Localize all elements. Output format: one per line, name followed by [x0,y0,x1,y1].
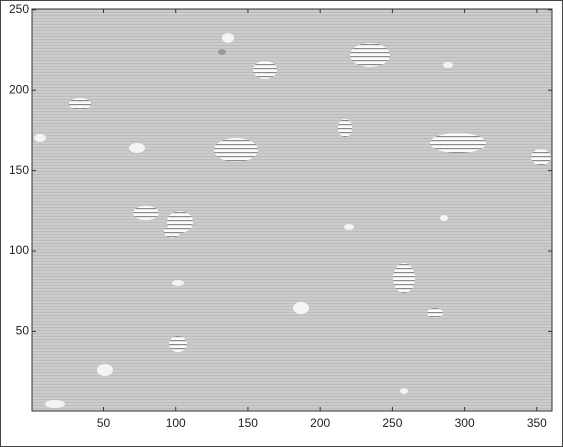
x-tick-label: 100 [166,416,186,430]
axes-box [31,8,553,412]
image-area [31,8,553,412]
y-tick-label: 200 [9,82,29,96]
y-tick-label: 100 [9,243,29,257]
x-tick-label: 150 [238,416,258,430]
x-tick-label: 250 [382,416,402,430]
x-tick-label: 300 [455,416,475,430]
y-tick-label: 150 [9,163,29,177]
features [34,33,551,408]
x-tick-label: 50 [97,416,111,430]
y-tick-label: 250 [9,2,29,16]
x-tick-label: 350 [527,416,547,430]
image [32,9,552,411]
x-tick-label: 200 [310,416,330,430]
y-tick-label: 50 [16,324,30,338]
